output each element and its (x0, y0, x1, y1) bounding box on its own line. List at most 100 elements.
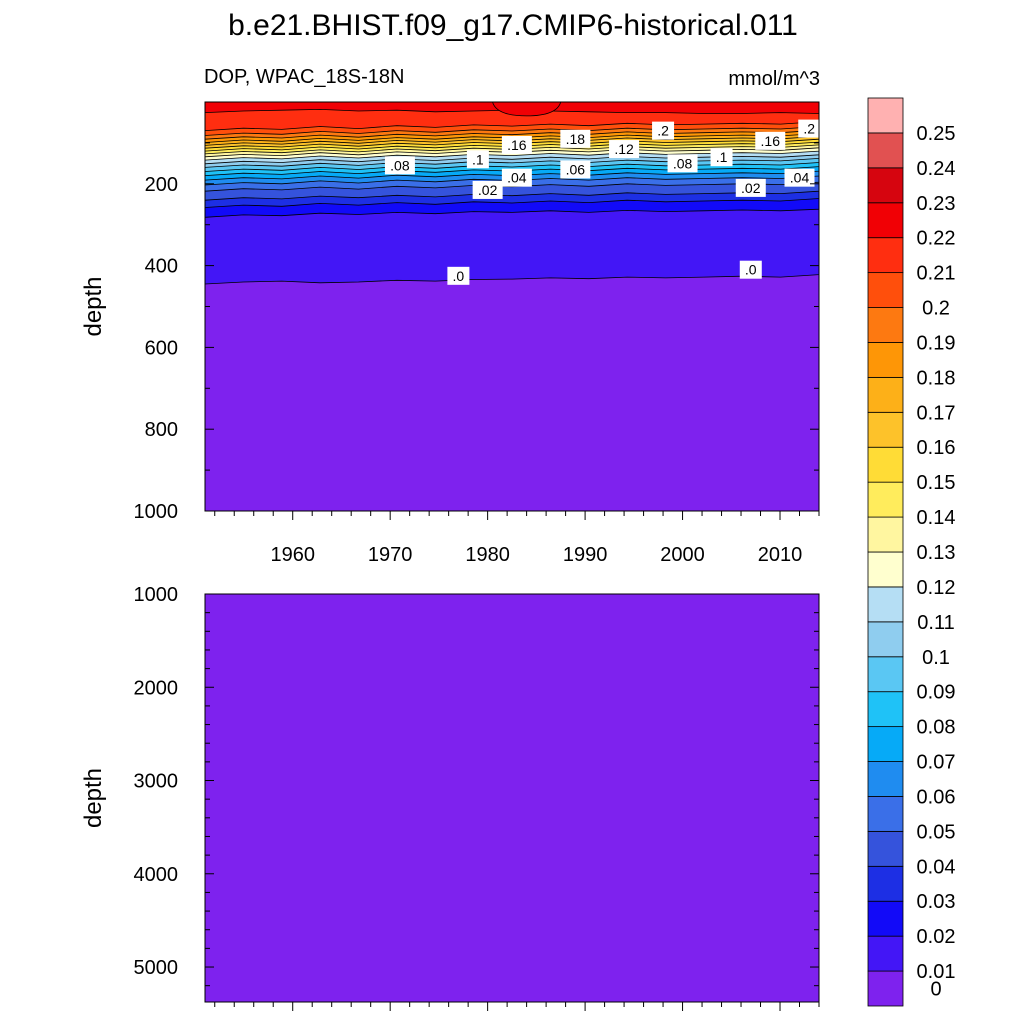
colorbar-label: 0.13 (917, 542, 956, 564)
chart-subtitle-left: DOP, WPAC_18S-18N (204, 66, 404, 88)
colorbar-label: 0.07 (917, 752, 956, 774)
contour-label: .18 (560, 129, 591, 148)
y-tick-label: 1000 (134, 584, 179, 606)
colorbar-label: 0.05 (917, 821, 956, 843)
colorbar-label: 0.01 (917, 961, 956, 983)
colorbar-swatch (867, 970, 904, 1007)
colorbar-swatch (867, 796, 904, 832)
contour-label: .12 (609, 140, 640, 159)
contour-label: .0 (447, 266, 470, 285)
contour-label-text: .18 (566, 131, 586, 147)
contour-label-text: .08 (390, 157, 410, 173)
contour-label: .1 (466, 150, 489, 169)
lower-panel: 1000 2000 3000 4000 5000 depth (80, 584, 820, 1011)
chart-title: b.e21.BHIST.f09_g17.CMIP6-historical.011 (228, 9, 798, 42)
colorbar-label: 0.2 (922, 298, 950, 320)
y-tick-label: 600 (145, 337, 178, 359)
y-tick-label: 200 (145, 174, 178, 196)
colorbar-label: 0.12 (917, 577, 956, 599)
colorbar-swatch (867, 656, 904, 693)
upper-y-axis-label: depth (80, 276, 107, 336)
contour-label-text: .2 (803, 121, 815, 137)
colorbar-label: 0.24 (917, 158, 956, 180)
contour-label-text: .0 (453, 268, 465, 284)
contour-label-text: .2 (657, 123, 669, 139)
contour-label: .16 (755, 131, 786, 150)
colorbar-label: 0 (930, 979, 941, 1001)
colorbar-swatch (867, 761, 904, 797)
colorbar-label: 0.1 (922, 647, 950, 669)
contour-label-text: .16 (761, 133, 781, 149)
contour-label-text: .16 (507, 137, 527, 153)
contour-label: .08 (667, 154, 698, 173)
colorbar-swatch (867, 900, 904, 937)
x-tick-label: 1980 (465, 544, 510, 566)
colorbar-swatch (867, 726, 904, 762)
contour-band-max (492, 102, 562, 117)
colorbar-label: 0.18 (917, 367, 956, 389)
colorbar-label: 0.02 (917, 926, 956, 948)
colorbar-label: 0.11 (917, 612, 954, 634)
x-tick-label: 2000 (660, 544, 705, 566)
contour-label: .02 (735, 178, 766, 197)
colorbar-label: 0.21 (917, 263, 956, 285)
x-tick-label: 2010 (758, 544, 803, 566)
y-tick-label: 5000 (134, 957, 179, 979)
colorbar-swatch (867, 935, 904, 972)
contour-label-text: .06 (566, 161, 586, 177)
colorbar-label: 0.04 (917, 856, 956, 878)
colorbar-swatch (867, 621, 904, 658)
colorbar-swatch (867, 307, 904, 343)
contour-label-text: .0 (745, 262, 757, 278)
colorbar-swatch (867, 167, 904, 204)
colorbar: 00.01 0.02 0.03 0.04 0.05 0.06 0.07 0.08 0.09 0.1… (867, 97, 956, 1007)
x-tick-label: 1990 (563, 544, 608, 566)
colorbar-label: 0.15 (917, 472, 956, 494)
colorbar-swatch (867, 237, 904, 274)
contour-label: .04 (501, 168, 532, 187)
colorbar-swatch (867, 342, 904, 378)
colorbar-label: 0.14 (917, 507, 956, 529)
x-tick-label: 1960 (270, 544, 315, 566)
colorbar-swatch (867, 376, 904, 413)
colorbar-label: 0.09 (917, 682, 956, 704)
colorbar-label: 0.16 (917, 437, 956, 459)
colorbar-label: 0.17 (917, 402, 956, 424)
contour-label-text: .04 (507, 170, 527, 186)
colorbar-swatch (867, 97, 904, 134)
y-tick-label: 1000 (134, 501, 179, 523)
contour-label: .2 (798, 119, 819, 138)
contour-label-text: .04 (790, 170, 810, 186)
y-tick-label: 3000 (134, 771, 179, 793)
colorbar-swatch (867, 446, 904, 483)
y-tick-label: 2000 (134, 677, 179, 699)
colorbar-label: 0.08 (917, 717, 956, 739)
contour-label: .04 (784, 168, 815, 187)
contour-label: .08 (384, 156, 415, 175)
contour-label: .0 (739, 260, 762, 279)
colorbar-swatch (867, 586, 904, 623)
colorbar-swatch (867, 516, 904, 553)
colorbar-label: 0.22 (917, 228, 956, 250)
colorbar-swatch (867, 272, 904, 308)
colorbar-swatch (867, 202, 904, 239)
contour-label-text: .08 (673, 155, 693, 171)
contour-label-text: .1 (716, 149, 728, 165)
colorbar-label: 0.25 (917, 123, 956, 145)
chart-units: mmol/m^3 (728, 68, 820, 90)
colorbar-swatch (867, 830, 904, 867)
upper-plot-area: .2 .2 .18 .16 .16 .12 .1 .1 .08 .08 .06 .04 .04 .02 .0… (205, 102, 819, 511)
contour-label: .1 (710, 148, 733, 167)
colorbar-label: 0.19 (917, 333, 956, 355)
colorbar-swatch (867, 865, 904, 902)
contour-label-text: .12 (614, 141, 634, 157)
colorbar-swatch (867, 411, 904, 448)
colorbar-label: 0.03 (917, 891, 956, 913)
contour-label-text: .02 (741, 180, 761, 196)
colorbar-label: 0.06 (917, 787, 956, 809)
contour-label: .06 (560, 160, 591, 179)
colorbar-swatch (867, 691, 904, 728)
lower-plot-area (204, 593, 820, 1003)
colorbar-swatch (867, 132, 904, 169)
